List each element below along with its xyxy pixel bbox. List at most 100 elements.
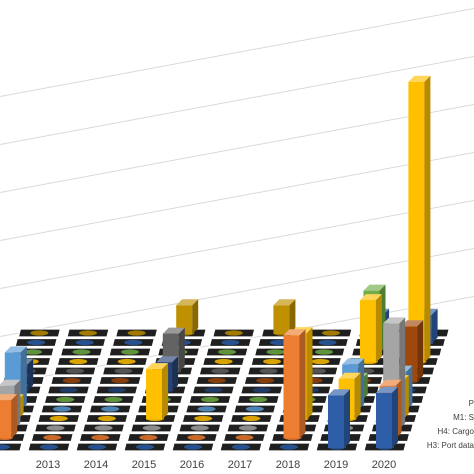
bar-side [178,327,185,372]
floor-marker [72,349,91,355]
floor-marker [322,330,340,336]
floor-marker [62,377,81,384]
floor-marker [107,387,126,393]
bar-top [283,329,306,336]
bar-top [273,299,296,306]
floor-marker [124,339,143,346]
floor-marker [184,444,202,450]
bar-side [20,346,27,410]
floor-marker [235,434,254,441]
floor-marker [127,330,146,336]
bar-top [376,386,398,393]
floor-marker [201,396,219,403]
legend: P M1: S H4: Cargo H3: Port data [427,399,474,450]
floor-marker [136,444,154,450]
bar [328,389,350,448]
floor-marker [252,387,271,393]
bar-top [408,75,431,82]
bar-front [0,400,12,439]
x-tick-label: 2015 [132,459,156,471]
bar-side [424,75,431,363]
bar-side [431,308,438,344]
floor-marker [194,415,213,422]
floor-marker [311,358,330,365]
bar-top [0,394,18,401]
floor-marker [256,377,275,384]
bar-side [375,294,382,363]
bar [376,386,398,448]
floor-marker [104,396,123,403]
bar-top [363,284,386,291]
x-tick-label: 2014 [84,459,108,471]
floor-marker [97,415,116,422]
columns [0,75,438,448]
floor-marker [66,368,84,374]
floor-marker [142,425,161,431]
gridline [0,200,474,289]
floor-marker [101,406,120,412]
gridline [0,56,474,145]
floor-marker [59,387,78,393]
floor-marker [315,349,333,355]
floor-marker [91,434,110,441]
floor-marker [221,339,240,346]
gridline [0,8,474,97]
bar-side [354,372,361,420]
bar-side [417,320,424,382]
x-tick-label: 2013 [36,459,60,471]
bar-front [376,392,392,448]
floor-marker [242,415,261,422]
floor-marker [43,434,62,441]
x-tick-label: 2020 [372,459,396,471]
floor-marker [79,330,97,336]
gridline [0,248,474,337]
bar-side [289,299,296,334]
bar [408,75,431,363]
bar-top [176,299,199,306]
floor-marker [0,444,10,450]
x-tick-label: 2019 [324,459,348,471]
bar-front [359,300,376,363]
floor-marker [94,425,113,431]
floor-marker [211,368,230,374]
bar-top [146,363,169,370]
x-tick-label: 2016 [180,459,204,471]
floor-marker [139,434,158,441]
legend-entry: M1: S [453,413,474,422]
bar-side [162,363,169,420]
floor-marker [46,425,65,431]
x-tick-label: 2017 [228,459,252,471]
bar-top [156,356,179,363]
bar-top [0,379,21,386]
bar-front [146,369,163,420]
bar-front [283,335,300,439]
bar-top [379,379,402,386]
floor-marker [111,377,130,384]
bar-side [192,299,199,334]
floor-marker [245,406,264,412]
bar [283,329,306,439]
bar-top [401,320,424,327]
bar [0,394,18,439]
bar-side [172,356,179,391]
bar-front [273,305,290,334]
bar-side [11,394,18,439]
floor-marker [280,444,298,450]
bar-front [408,81,425,363]
x-tick-label: 2018 [276,459,300,471]
bar-top [359,294,382,301]
legend-entry: P [469,399,474,408]
bar-top [162,327,185,334]
legend-entry: H4: Cargo [438,427,474,436]
gridline [0,104,474,193]
bar-top [328,389,350,396]
floor-marker [40,444,58,450]
floor-marker [224,330,243,336]
bar-side [306,327,313,420]
floor-marker [187,434,206,441]
floor-marker [75,339,94,346]
bar [359,294,382,363]
floor-marker [24,349,42,355]
floor-marker [121,349,139,355]
